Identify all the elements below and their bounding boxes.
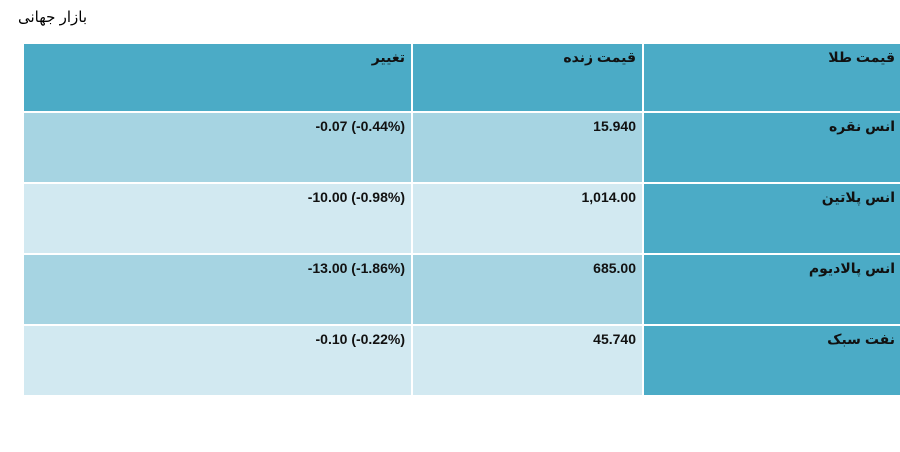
instrument-name: انس نقره	[642, 111, 900, 184]
instrument-name: انس پلاتین	[642, 182, 900, 255]
table-row: -10.00 (-0.98%) 1,014.00 انس پلاتین	[22, 182, 900, 255]
table-row: -0.07 (-0.44%) 15.940 انس نقره	[22, 111, 900, 184]
change-value: -0.07 (-0.44%)	[315, 118, 405, 134]
change-value: -0.10 (-0.22%)	[315, 331, 405, 347]
table-header-row: تغییر قیمت زنده قیمت طلا	[22, 42, 900, 113]
price-value: 685.00	[593, 260, 636, 276]
change-value: -10.00 (-0.98%)	[307, 189, 405, 205]
change-cell: -10.00 (-0.98%)	[22, 182, 413, 255]
price-value: 1,014.00	[581, 189, 637, 205]
price-cell: 45.740	[411, 324, 644, 397]
price-cell: 685.00	[411, 253, 644, 326]
change-cell: -0.07 (-0.44%)	[22, 111, 413, 184]
price-cell: 15.940	[411, 111, 644, 184]
table-row: -13.00 (-1.86%) 685.00 انس پالادیوم	[22, 253, 900, 326]
header-live-price: قیمت زنده	[411, 42, 644, 113]
page-title: بازار جهانی	[18, 9, 88, 26]
price-value: 15.940	[593, 118, 636, 134]
market-table: تغییر قیمت زنده قیمت طلا -0.07 (-0.44%) …	[22, 42, 900, 397]
change-value: -13.00 (-1.86%)	[307, 260, 405, 276]
instrument-name: نفت سبک	[642, 324, 900, 397]
header-change: تغییر	[22, 42, 413, 113]
header-gold-price: قیمت طلا	[642, 42, 900, 113]
table-row: -0.10 (-0.22%) 45.740 نفت سبک	[22, 324, 900, 397]
change-cell: -13.00 (-1.86%)	[22, 253, 413, 326]
instrument-name: انس پالادیوم	[642, 253, 900, 326]
price-cell: 1,014.00	[411, 182, 644, 255]
price-value: 45.740	[593, 331, 636, 347]
change-cell: -0.10 (-0.22%)	[22, 324, 413, 397]
